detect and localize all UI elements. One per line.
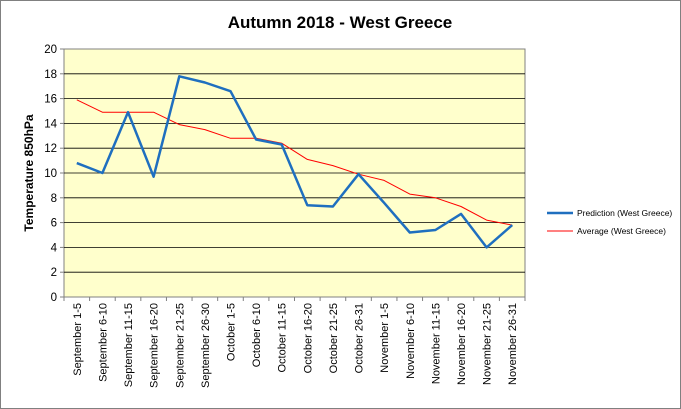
x-tick-label: November 16-20 [456, 303, 468, 385]
series-line-prediction [76, 75, 514, 249]
x-tick-label: October 16-20 [302, 303, 314, 373]
x-tick-label: October 21-25 [328, 303, 340, 373]
y-tick-label: 2 [51, 267, 57, 279]
x-tick-label: November 6-10 [405, 303, 417, 379]
legend-label-prediction: Prediction (West Greece) [577, 208, 672, 218]
x-tick-label: November 1-5 [379, 303, 391, 373]
y-tick-label: 12 [44, 143, 57, 155]
x-tick-label: September 26-30 [200, 303, 212, 388]
y-tick-label: 10 [44, 168, 57, 180]
chart-title: Autumn 2018 - West Greece [228, 13, 453, 32]
y-tick-label: 0 [51, 292, 57, 304]
x-tick-label: September 6-10 [97, 303, 109, 382]
y-tick-label: 4 [51, 242, 58, 254]
y-tick-label: 14 [44, 118, 57, 130]
x-axis-ticks: September 1-5 September 6-10 September 11-… [63, 297, 526, 388]
legend-item-average: Average (West Greece) [547, 226, 666, 236]
y-axis-label: Temperature 850hPa [22, 114, 36, 231]
x-tick-label: November 21-25 [482, 303, 494, 385]
legend: Prediction (West Greece) Average (West G… [547, 208, 672, 236]
y-tick-label: 6 [51, 218, 57, 230]
series-line-average [76, 99, 513, 226]
x-tick-label: October 6-10 [251, 303, 263, 367]
x-tick-label: September 11-15 [123, 303, 135, 387]
gridlines [64, 73, 525, 273]
series-layer [76, 75, 514, 249]
legend-item-prediction: Prediction (West Greece) [547, 208, 672, 218]
y-tick-label: 16 [44, 94, 57, 106]
y-tick-label: 20 [44, 44, 57, 56]
y-axis-ticks: 0 2 4 6 8 10 12 14 16 18 20 [44, 44, 64, 304]
x-tick-label: September 16-20 [149, 303, 161, 388]
x-tick-label: November 11-15 [430, 303, 442, 384]
x-tick-label: October 11-15 [277, 303, 289, 373]
y-tick-label: 18 [44, 69, 57, 81]
x-tick-label: September 1-5 [72, 303, 84, 376]
x-tick-label: November 26-31 [507, 303, 519, 385]
x-tick-label: October 26-31 [354, 303, 366, 373]
x-tick-label: September 21-25 [174, 303, 186, 388]
legend-label-average: Average (West Greece) [577, 226, 666, 236]
x-tick-label: October 1-5 [225, 303, 237, 361]
y-tick-label: 8 [51, 193, 57, 205]
